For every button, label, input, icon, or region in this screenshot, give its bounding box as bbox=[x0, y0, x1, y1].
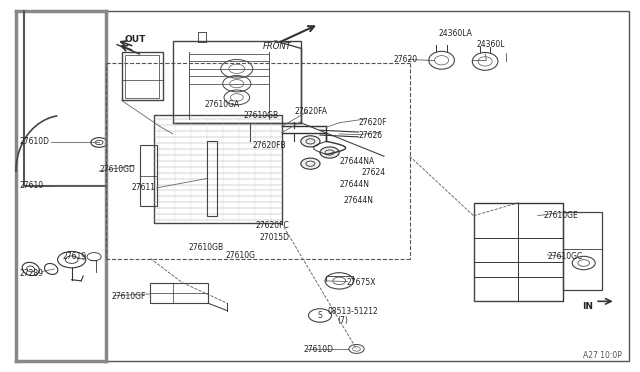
Text: 27644NA: 27644NA bbox=[339, 157, 374, 166]
Text: 27620: 27620 bbox=[394, 55, 418, 64]
Text: 27610GA: 27610GA bbox=[205, 100, 240, 109]
Bar bbox=[122, 52, 163, 100]
Text: 24360L: 24360L bbox=[477, 40, 506, 49]
Text: 27620FC: 27620FC bbox=[256, 221, 290, 230]
Bar bbox=[150, 283, 208, 303]
Text: S: S bbox=[317, 311, 323, 320]
Text: 27626: 27626 bbox=[358, 131, 383, 140]
Text: 27610GD: 27610GD bbox=[99, 165, 135, 174]
Text: 27610D: 27610D bbox=[304, 345, 334, 354]
Text: 27611: 27611 bbox=[131, 183, 155, 192]
Text: 27675X: 27675X bbox=[347, 278, 376, 287]
Text: 27610D: 27610D bbox=[19, 137, 49, 146]
Text: 08513-51212: 08513-51212 bbox=[328, 307, 378, 316]
Bar bbox=[125, 55, 159, 98]
Bar bbox=[140, 145, 157, 206]
Text: FRONT: FRONT bbox=[262, 42, 291, 51]
Text: (7): (7) bbox=[337, 316, 348, 325]
Circle shape bbox=[301, 136, 320, 147]
Text: 27620FA: 27620FA bbox=[294, 107, 328, 116]
Text: 27610G: 27610G bbox=[225, 251, 255, 260]
Bar bbox=[154, 115, 282, 223]
Text: 27610GC: 27610GC bbox=[547, 252, 582, 261]
Circle shape bbox=[320, 147, 339, 158]
Text: 27620FB: 27620FB bbox=[253, 141, 287, 150]
Bar bbox=[474, 203, 563, 301]
Text: 27610GF: 27610GF bbox=[112, 292, 147, 301]
Text: IN: IN bbox=[582, 302, 593, 311]
Text: 27644N: 27644N bbox=[339, 180, 369, 189]
Circle shape bbox=[301, 158, 320, 169]
Text: 27289: 27289 bbox=[19, 269, 44, 278]
Text: 27610GB: 27610GB bbox=[189, 243, 224, 251]
Text: 27610: 27610 bbox=[19, 182, 44, 190]
Text: 27610GE: 27610GE bbox=[544, 211, 579, 220]
Text: 27624: 27624 bbox=[362, 169, 386, 177]
Bar bbox=[563, 212, 602, 290]
Text: 27619: 27619 bbox=[63, 252, 87, 261]
Bar bbox=[207, 141, 217, 216]
Text: A27 10:0P: A27 10:0P bbox=[583, 351, 622, 360]
Text: 27610GB: 27610GB bbox=[243, 111, 278, 120]
Text: 27644N: 27644N bbox=[344, 196, 374, 205]
Text: 24360LA: 24360LA bbox=[438, 29, 472, 38]
Text: 27620F: 27620F bbox=[358, 118, 387, 127]
Text: 27015D: 27015D bbox=[259, 233, 289, 242]
Text: OUT: OUT bbox=[125, 35, 146, 44]
Bar bbox=[198, 32, 206, 42]
